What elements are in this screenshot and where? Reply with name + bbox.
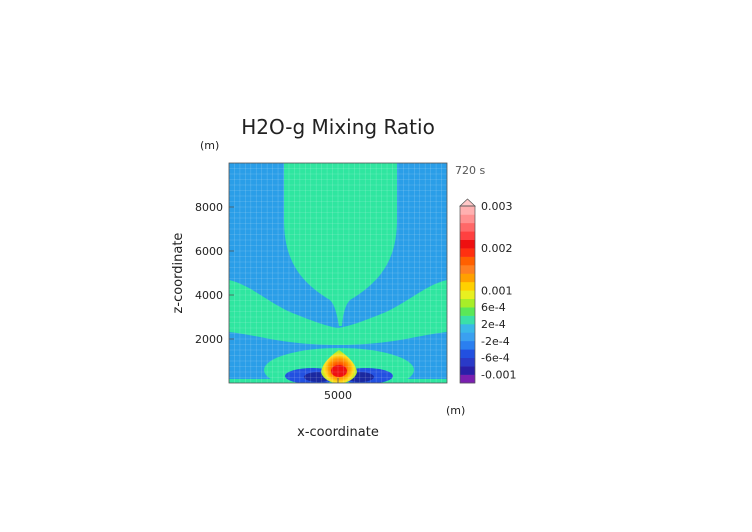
x-unit-label: (m) — [446, 404, 465, 417]
colorbar-segment — [460, 281, 475, 291]
colorbar-segment — [460, 239, 475, 249]
colorbar-segment — [460, 324, 475, 333]
left-wing-region — [229, 280, 338, 345]
colorbar-segment — [460, 307, 475, 316]
colorbar-segment — [460, 256, 475, 266]
time-label: 720 s — [455, 164, 485, 177]
colorbar-segment — [460, 231, 475, 241]
plume-column-region — [284, 163, 397, 326]
x-axis-label: x-coordinate — [297, 425, 379, 440]
y-unit-label: (m) — [200, 139, 219, 152]
colorbar-label: -0.001 — [481, 369, 516, 382]
colorbar-segment — [460, 206, 475, 215]
x-axis: 5000 — [324, 378, 352, 402]
colorbar-segment — [460, 298, 475, 308]
colorbar-segment — [460, 349, 475, 359]
colorbar-label: 0.002 — [481, 242, 513, 255]
y-tick-label: 8000 — [195, 201, 223, 214]
colorbar-segment — [460, 273, 475, 283]
colorbar-frame — [459, 205, 476, 384]
chart-title: H2O-g Mixing Ratio — [241, 115, 435, 139]
colorbar-label: -6e-4 — [481, 352, 510, 365]
colorbar-label: 0.003 — [481, 200, 513, 213]
colorbar-extend-top — [459, 198, 476, 207]
colorbar-label: 6e-4 — [481, 301, 506, 314]
core-center — [331, 365, 347, 377]
right-wing-region — [338, 280, 447, 345]
colorbar-segment — [460, 366, 475, 375]
colorbar: 0.003 0.002 0.001 6e-4 2e-4 -2e-4 -6e-4 -0.001 — [459, 198, 516, 384]
colorbar-segment — [460, 290, 475, 300]
colorbar-segment — [460, 340, 475, 350]
colorbar-segment — [460, 374, 475, 384]
colorbar-label: 0.001 — [481, 284, 513, 297]
y-axis-label: z-coordinate — [171, 233, 186, 314]
y-tick-label: 4000 — [195, 289, 223, 302]
colorbar-segment — [460, 332, 475, 342]
x-tick-label: 5000 — [324, 389, 352, 402]
y-axis: 2000 4000 6000 8000 — [195, 201, 234, 346]
colorbar-segment — [460, 265, 475, 274]
y-tick-label: 2000 — [195, 333, 223, 346]
colorbar-label: 2e-4 — [481, 318, 506, 331]
colorbar-segment — [460, 214, 475, 224]
colorbar-label: -2e-4 — [481, 335, 510, 348]
colorbar-segment — [460, 248, 475, 257]
colorbar-segment — [460, 222, 475, 232]
grid — [229, 163, 447, 383]
colorbar-segment — [460, 357, 475, 367]
plot-area — [229, 163, 447, 383]
colorbar-segment — [460, 315, 475, 325]
y-tick-label: 6000 — [195, 245, 223, 258]
